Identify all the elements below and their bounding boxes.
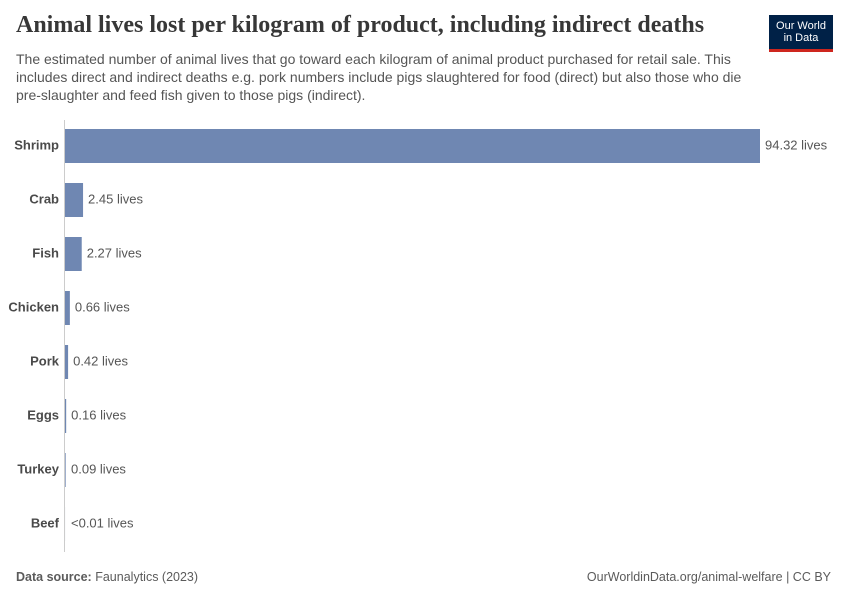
source-label: Data source: — [16, 570, 92, 584]
value-label: 94.32 lives — [765, 137, 828, 152]
value-label: <0.01 lives — [71, 515, 134, 530]
bar — [65, 237, 82, 271]
category-label: Beef — [31, 515, 60, 530]
value-label: 0.66 lives — [75, 299, 130, 314]
value-label: 0.09 lives — [71, 461, 126, 476]
bar — [65, 129, 760, 163]
logo-text: Our World — [776, 20, 826, 32]
category-label: Fish — [32, 245, 59, 260]
footer-url[interactable]: OurWorldinData.org/animal-welfare | CC B… — [586, 570, 831, 584]
category-label: Turkey — [17, 461, 59, 476]
bar — [65, 345, 69, 379]
source: Faunalytics (2023) — [95, 570, 199, 584]
value-label: 0.16 lives — [71, 407, 126, 422]
logo-text: in Data — [783, 32, 819, 44]
value-label: 2.27 lives — [87, 245, 142, 260]
category-label: Pork — [30, 353, 60, 368]
bar — [65, 183, 84, 217]
bar — [65, 291, 70, 325]
chart-subtitle: The estimated number of animal lives tha… — [16, 51, 742, 103]
value-label: 0.42 lives — [73, 353, 128, 368]
footer-source: Data source: Faunalytics (2023) — [16, 570, 198, 584]
category-label: Crab — [29, 191, 59, 206]
value-label: 2.45 lives — [88, 191, 143, 206]
category-label: Eggs — [27, 407, 59, 422]
chart-title: Animal lives lost per kilogram of produc… — [16, 12, 705, 38]
logo[interactable]: Our World in Data — [769, 15, 833, 52]
bar — [65, 399, 67, 433]
category-label: Shrimp — [14, 137, 59, 152]
bar — [65, 453, 66, 487]
category-label: Chicken — [8, 299, 59, 314]
